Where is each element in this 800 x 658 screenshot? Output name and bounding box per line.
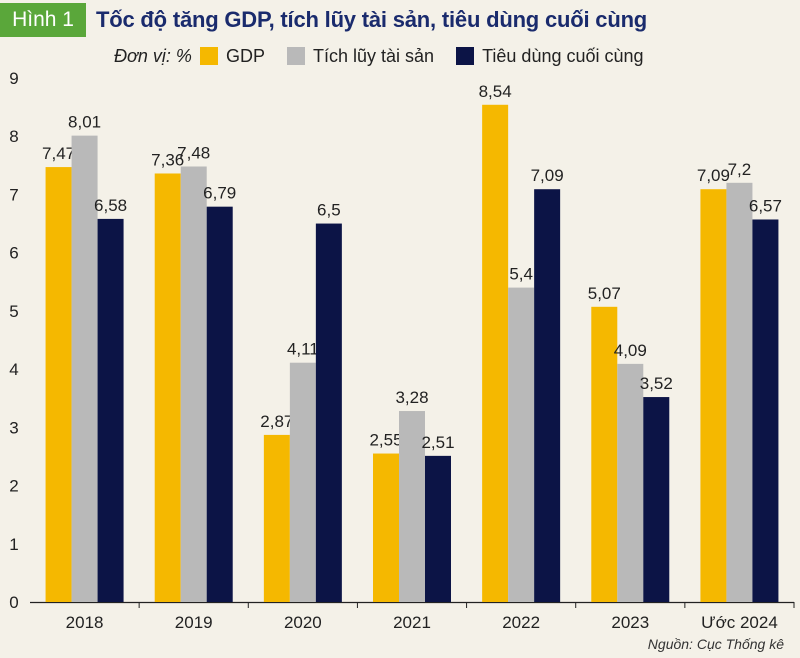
- x-tick-label: 2019: [175, 613, 213, 632]
- y-tick-label: 3: [9, 418, 18, 437]
- bar-gdp: [154, 173, 181, 603]
- bar-value-label: 7,48: [177, 143, 210, 162]
- x-tick-label: 2022: [502, 613, 540, 632]
- legend-label-consumption: Tiêu dùng cuối cùng: [482, 45, 644, 66]
- y-tick-label: 0: [9, 593, 18, 612]
- bar-gdp: [263, 434, 290, 602]
- bar-consumption: [97, 218, 124, 603]
- y-tick-label: 2: [9, 477, 18, 496]
- x-tick-label: 2023: [611, 613, 649, 632]
- legend-item-consumption: Tiêu dùng cuối cùng: [456, 45, 644, 67]
- bar-consumption: [643, 397, 670, 602]
- bar-gdp: [591, 306, 618, 602]
- x-tick-label: 2018: [66, 613, 104, 632]
- bar-value-label: 3,28: [395, 388, 428, 407]
- y-tick-label: 6: [9, 244, 18, 263]
- bar-gdp: [45, 167, 72, 602]
- legend-label-gdp: GDP: [226, 45, 266, 66]
- bar-accumulation: [399, 411, 425, 602]
- bar-value-label: 7,09: [697, 166, 730, 185]
- bar-accumulation: [180, 166, 207, 602]
- bar-value-label: 6,57: [749, 196, 782, 215]
- y-tick-label: 8: [9, 127, 18, 146]
- legend-item-gdp: GDP: [200, 46, 265, 67]
- bar-value-label: 8,54: [479, 82, 512, 101]
- chart-title: Tốc độ tăng GDP, tích lũy tài sản, tiêu …: [96, 7, 648, 32]
- x-tick-label: Ước 2024: [701, 613, 778, 632]
- bar-consumption: [425, 455, 451, 602]
- unit-label: Đơn vị: %: [114, 46, 192, 66]
- x-tick-label: 2020: [284, 613, 322, 632]
- legend: GDP Tích lũy tài sản Tiêu dùng cuối cùng: [200, 42, 666, 70]
- legend-label-accumulation: Tích lũy tài sản: [313, 45, 435, 66]
- bar-value-label: 6,58: [94, 196, 127, 215]
- bar-consumption: [534, 189, 561, 602]
- bar-consumption: [752, 219, 779, 603]
- bar-value-label: 2,87: [260, 412, 293, 431]
- bar-consumption: [206, 206, 233, 602]
- bar-value-label: 7,36: [151, 150, 184, 169]
- bar-value-label: 4,09: [614, 341, 647, 360]
- bar-value-label: 2,55: [369, 431, 402, 450]
- bar-value-label: 7,2: [728, 160, 752, 179]
- bar-value-label: 5,07: [588, 284, 621, 303]
- bar-value-label: 4,11: [287, 340, 319, 359]
- bar-value-label: 7,09: [531, 166, 564, 185]
- bar-value-label: 2,51: [421, 433, 454, 452]
- bar-value-label: 6,5: [317, 201, 341, 220]
- bar-accumulation: [508, 287, 535, 602]
- bar-value-label: 7,47: [42, 144, 75, 163]
- bar-gdp: [373, 453, 399, 602]
- legend-swatch-gdp: [200, 47, 218, 65]
- y-tick-label: 7: [9, 185, 18, 204]
- legend-swatch-accumulation: [287, 47, 306, 65]
- bar-value-label: 8,01: [68, 113, 101, 132]
- x-tick-label: 2021: [393, 613, 431, 632]
- y-tick-label: 4: [9, 360, 18, 379]
- y-tick-label: 1: [9, 535, 18, 554]
- bar-accumulation: [289, 362, 316, 602]
- bar-value-label: 3,52: [640, 374, 673, 393]
- bar-gdp: [482, 104, 509, 602]
- y-tick-label: 9: [9, 69, 18, 88]
- bar-consumption: [315, 223, 342, 603]
- y-tick-label: 5: [9, 302, 18, 321]
- legend-item-accumulation: Tích lũy tài sản: [287, 46, 434, 67]
- legend-swatch-consumption: [456, 47, 475, 65]
- bar-gdp: [700, 189, 727, 602]
- bar-accumulation: [617, 363, 644, 602]
- unit-legend-row: Đơn vị: % GDP Tích lũy tài sản Tiêu dùng…: [0, 42, 800, 70]
- source-note: Nguồn: Cục Thống kê: [647, 636, 784, 652]
- figure-badge: Hình 1: [0, 3, 86, 37]
- bar-value-label: 6,79: [203, 184, 236, 203]
- chart-header: Hình 1 Tốc độ tăng GDP, tích lũy tài sản…: [0, 0, 800, 40]
- bar-value-label: 5,4: [509, 265, 533, 284]
- bar-accumulation: [726, 182, 753, 603]
- bar-accumulation: [71, 135, 98, 602]
